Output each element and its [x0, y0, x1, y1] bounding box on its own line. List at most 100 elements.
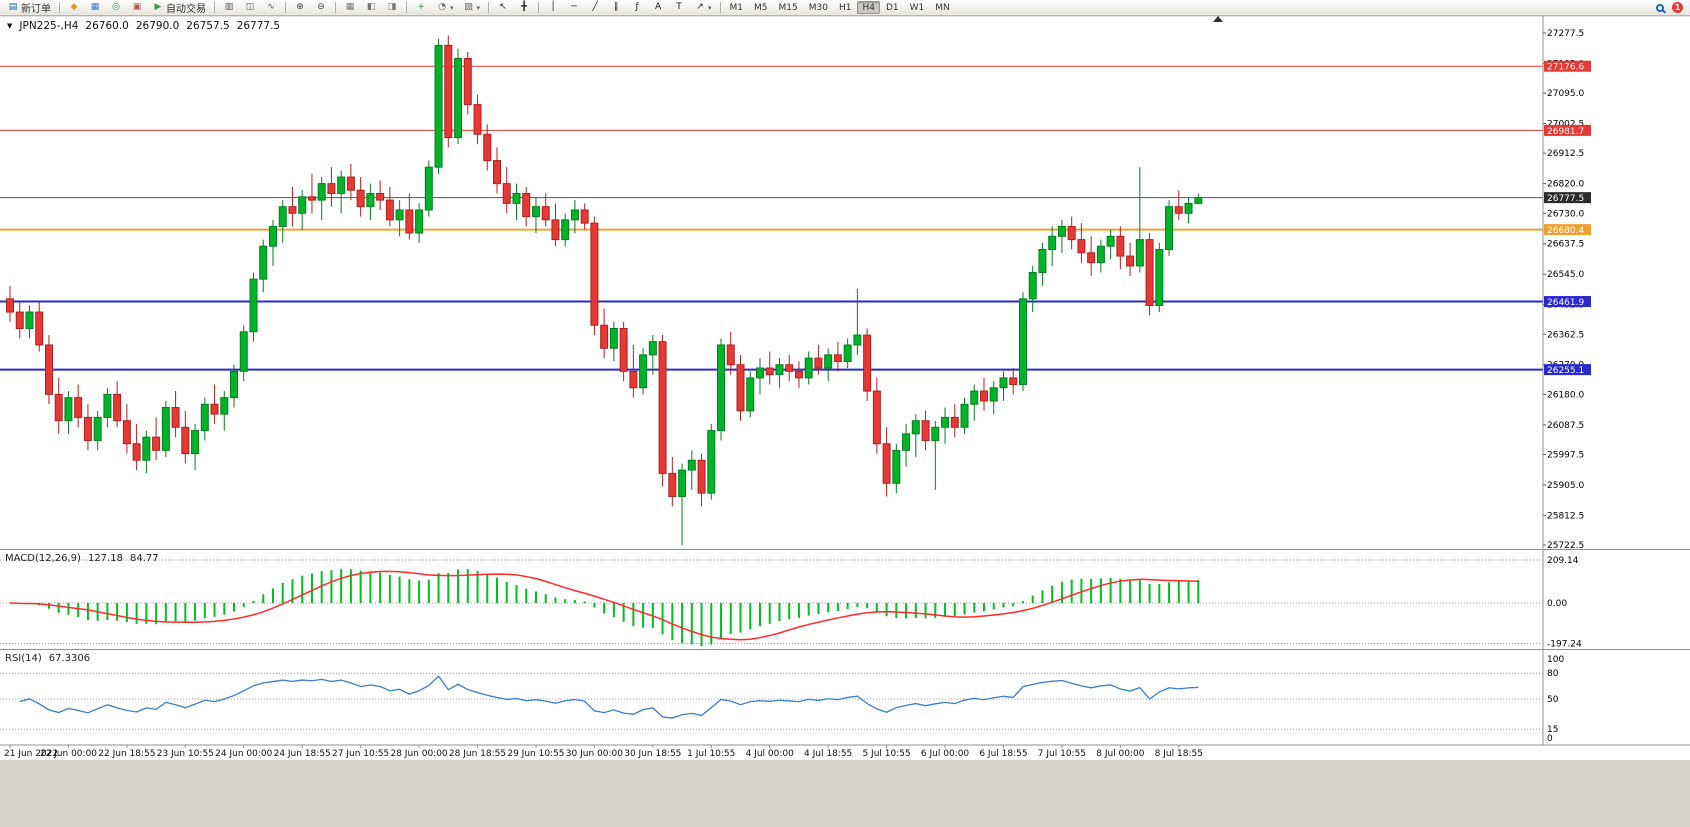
candle-down: [288, 206, 297, 214]
macd-pane-canvas[interactable]: [0, 551, 1543, 649]
rsi-pane-canvas[interactable]: [0, 651, 1543, 745]
crosshair-icon[interactable]: ╋: [514, 1, 534, 15]
market-watch-icon[interactable]: ◆: [64, 1, 84, 15]
candle-down: [15, 311, 24, 330]
candle-up: [570, 209, 579, 221]
timeframe-m5[interactable]: M5: [754, 3, 768, 13]
new-order-button[interactable]: ▤ 新订单: [3, 1, 55, 15]
timeframe-w1[interactable]: W1: [909, 3, 925, 13]
data-window-icon[interactable]: ▦: [85, 1, 105, 15]
terminal-icon[interactable]: ▣: [127, 1, 147, 15]
bar-chart-type-icon[interactable]: ▥: [219, 1, 239, 15]
svg-text:28 Jun 18:55: 28 Jun 18:55: [449, 749, 506, 759]
candlestick-type-icon[interactable]: ◫: [240, 1, 260, 15]
candle-down: [1145, 239, 1154, 306]
candle-down: [132, 443, 141, 461]
template-icon[interactable]: ▨ ▾: [459, 1, 485, 15]
candles-layer: [6, 35, 1203, 546]
candle-up: [278, 206, 287, 227]
candle-down: [502, 183, 511, 204]
candlestick-type-icon: ◫: [245, 2, 255, 12]
timeframe-h1[interactable]: H1: [838, 3, 852, 13]
arrange-windows-icon[interactable]: ◨: [382, 1, 402, 15]
autotrade-button[interactable]: ▶ 自动交易: [148, 1, 210, 15]
candle-down: [619, 328, 628, 372]
svg-text:26730.0: 26730.0: [1547, 209, 1584, 219]
text-icon: A: [654, 2, 662, 12]
macd-signal-line: [9, 570, 1199, 641]
line-chart-type-icon[interactable]: ∿: [261, 1, 281, 15]
svg-text:22 Jun 00:00: 22 Jun 00:00: [40, 749, 97, 759]
rsi-title: RSI(14): [5, 653, 42, 664]
svg-text:30 Jun 00:00: 30 Jun 00:00: [566, 749, 623, 759]
navigator-icon[interactable]: ◎: [106, 1, 126, 15]
timeframe-m15[interactable]: M15: [778, 3, 798, 13]
svg-text:50: 50: [1547, 695, 1559, 705]
macd-title: MACD(12,26,9): [5, 553, 81, 564]
zoom-out-icon[interactable]: ⊖: [311, 1, 331, 15]
timeframe-h4[interactable]: H4: [857, 1, 880, 14]
svg-text:22 Jun 18:55: 22 Jun 18:55: [98, 749, 155, 759]
candle-up: [298, 196, 307, 214]
candle-up: [25, 311, 34, 330]
text-icon[interactable]: A: [648, 1, 668, 15]
cursor-icon[interactable]: ↖: [493, 1, 513, 15]
trendline-icon[interactable]: ╱: [585, 1, 605, 15]
svg-text:23 Jun 10:55: 23 Jun 10:55: [157, 749, 214, 759]
candle-down: [1087, 252, 1096, 264]
candle-up: [142, 436, 151, 461]
timeframe-d1[interactable]: D1: [885, 3, 899, 13]
notification-badge[interactable]: 1: [1672, 2, 1683, 13]
crosshair-icon: ╋: [521, 2, 527, 12]
template-icon: ▨: [464, 2, 473, 12]
candle-down: [6, 298, 14, 313]
zoom-in-icon[interactable]: ⊕: [290, 1, 310, 15]
svg-text:26680.4: 26680.4: [1547, 226, 1584, 236]
timeframe-m30[interactable]: M30: [808, 3, 828, 13]
candle-down: [473, 104, 482, 135]
arrows-icon[interactable]: ↗ ▾: [690, 1, 716, 15]
period-icon: ◔: [438, 2, 446, 12]
candle-up: [561, 219, 570, 241]
rsi-line: [19, 675, 1199, 719]
candle-down: [950, 416, 959, 428]
svg-text:27 Jun 10:55: 27 Jun 10:55: [332, 749, 389, 759]
main-chart-canvas[interactable]: [0, 16, 1543, 549]
candle-up: [1018, 298, 1027, 385]
candle-down: [814, 357, 823, 369]
label-icon[interactable]: T: [669, 1, 689, 15]
terminal-icon: ▣: [132, 2, 142, 12]
candle-up: [239, 331, 248, 372]
vertical-line-icon[interactable]: │: [543, 1, 563, 15]
fibonacci-icon[interactable]: ƒ: [627, 1, 647, 15]
svg-text:27095.0: 27095.0: [1547, 89, 1584, 99]
candle-down: [35, 311, 44, 346]
candle-down: [444, 44, 453, 139]
timeframe-m1[interactable]: M1: [729, 3, 744, 13]
svg-text:100: 100: [1547, 655, 1564, 665]
svg-text:27277.5: 27277.5: [1547, 29, 1584, 39]
candle-down: [882, 443, 891, 484]
rsi-indicator-label: RSI(14) 67.3306: [5, 653, 90, 664]
candle-down: [921, 420, 930, 441]
timeframe-mn[interactable]: MN: [935, 3, 950, 13]
svg-text:-197.24: -197.24: [1547, 640, 1582, 650]
candle-up: [191, 430, 200, 455]
horizontal-line-icon[interactable]: ─: [564, 1, 584, 15]
tile-windows-icon[interactable]: ▦: [340, 1, 360, 15]
svg-text:4 Jul 00:00: 4 Jul 00:00: [746, 749, 795, 759]
candle-up: [415, 209, 424, 234]
cascade-windows-icon[interactable]: ◧: [361, 1, 381, 15]
candle-up: [1165, 206, 1174, 250]
candle-up: [1048, 235, 1057, 250]
candle-up: [902, 433, 911, 451]
candle-up: [268, 225, 277, 247]
add-indicator-icon[interactable]: +: [411, 1, 431, 15]
macd-levels: 209.14 0.00 -197.24: [0, 556, 1582, 650]
svg-text:25905.0: 25905.0: [1547, 481, 1584, 491]
channel-icon[interactable]: ∥: [606, 1, 626, 15]
period-icon[interactable]: ◔ ▾: [432, 1, 458, 15]
search-icon[interactable]: [1656, 3, 1664, 12]
